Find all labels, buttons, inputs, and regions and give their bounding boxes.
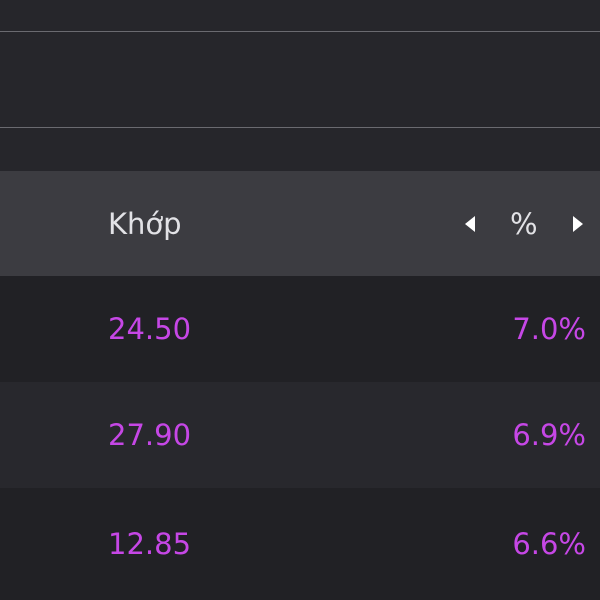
table-header: Khớp % [0, 171, 600, 277]
column-header: % [510, 207, 538, 241]
prev-column-button[interactable] [463, 214, 477, 234]
price: 27.90 [108, 418, 192, 452]
column-header: Khớp [108, 207, 182, 241]
percent: 6.6% [512, 527, 586, 561]
percent: 7.0% [512, 312, 586, 346]
next-column-button[interactable] [571, 214, 585, 234]
table-row[interactable]: 12.85 6.6% [0, 488, 600, 600]
divider [0, 31, 600, 32]
table-row[interactable]: 27.90 6.9% [0, 382, 600, 488]
percent: 6.9% [512, 418, 586, 452]
price: 12.85 [108, 527, 192, 561]
price: 24.50 [108, 312, 192, 346]
divider [0, 127, 600, 128]
table-row[interactable]: 24.50 7.0% [0, 276, 600, 382]
